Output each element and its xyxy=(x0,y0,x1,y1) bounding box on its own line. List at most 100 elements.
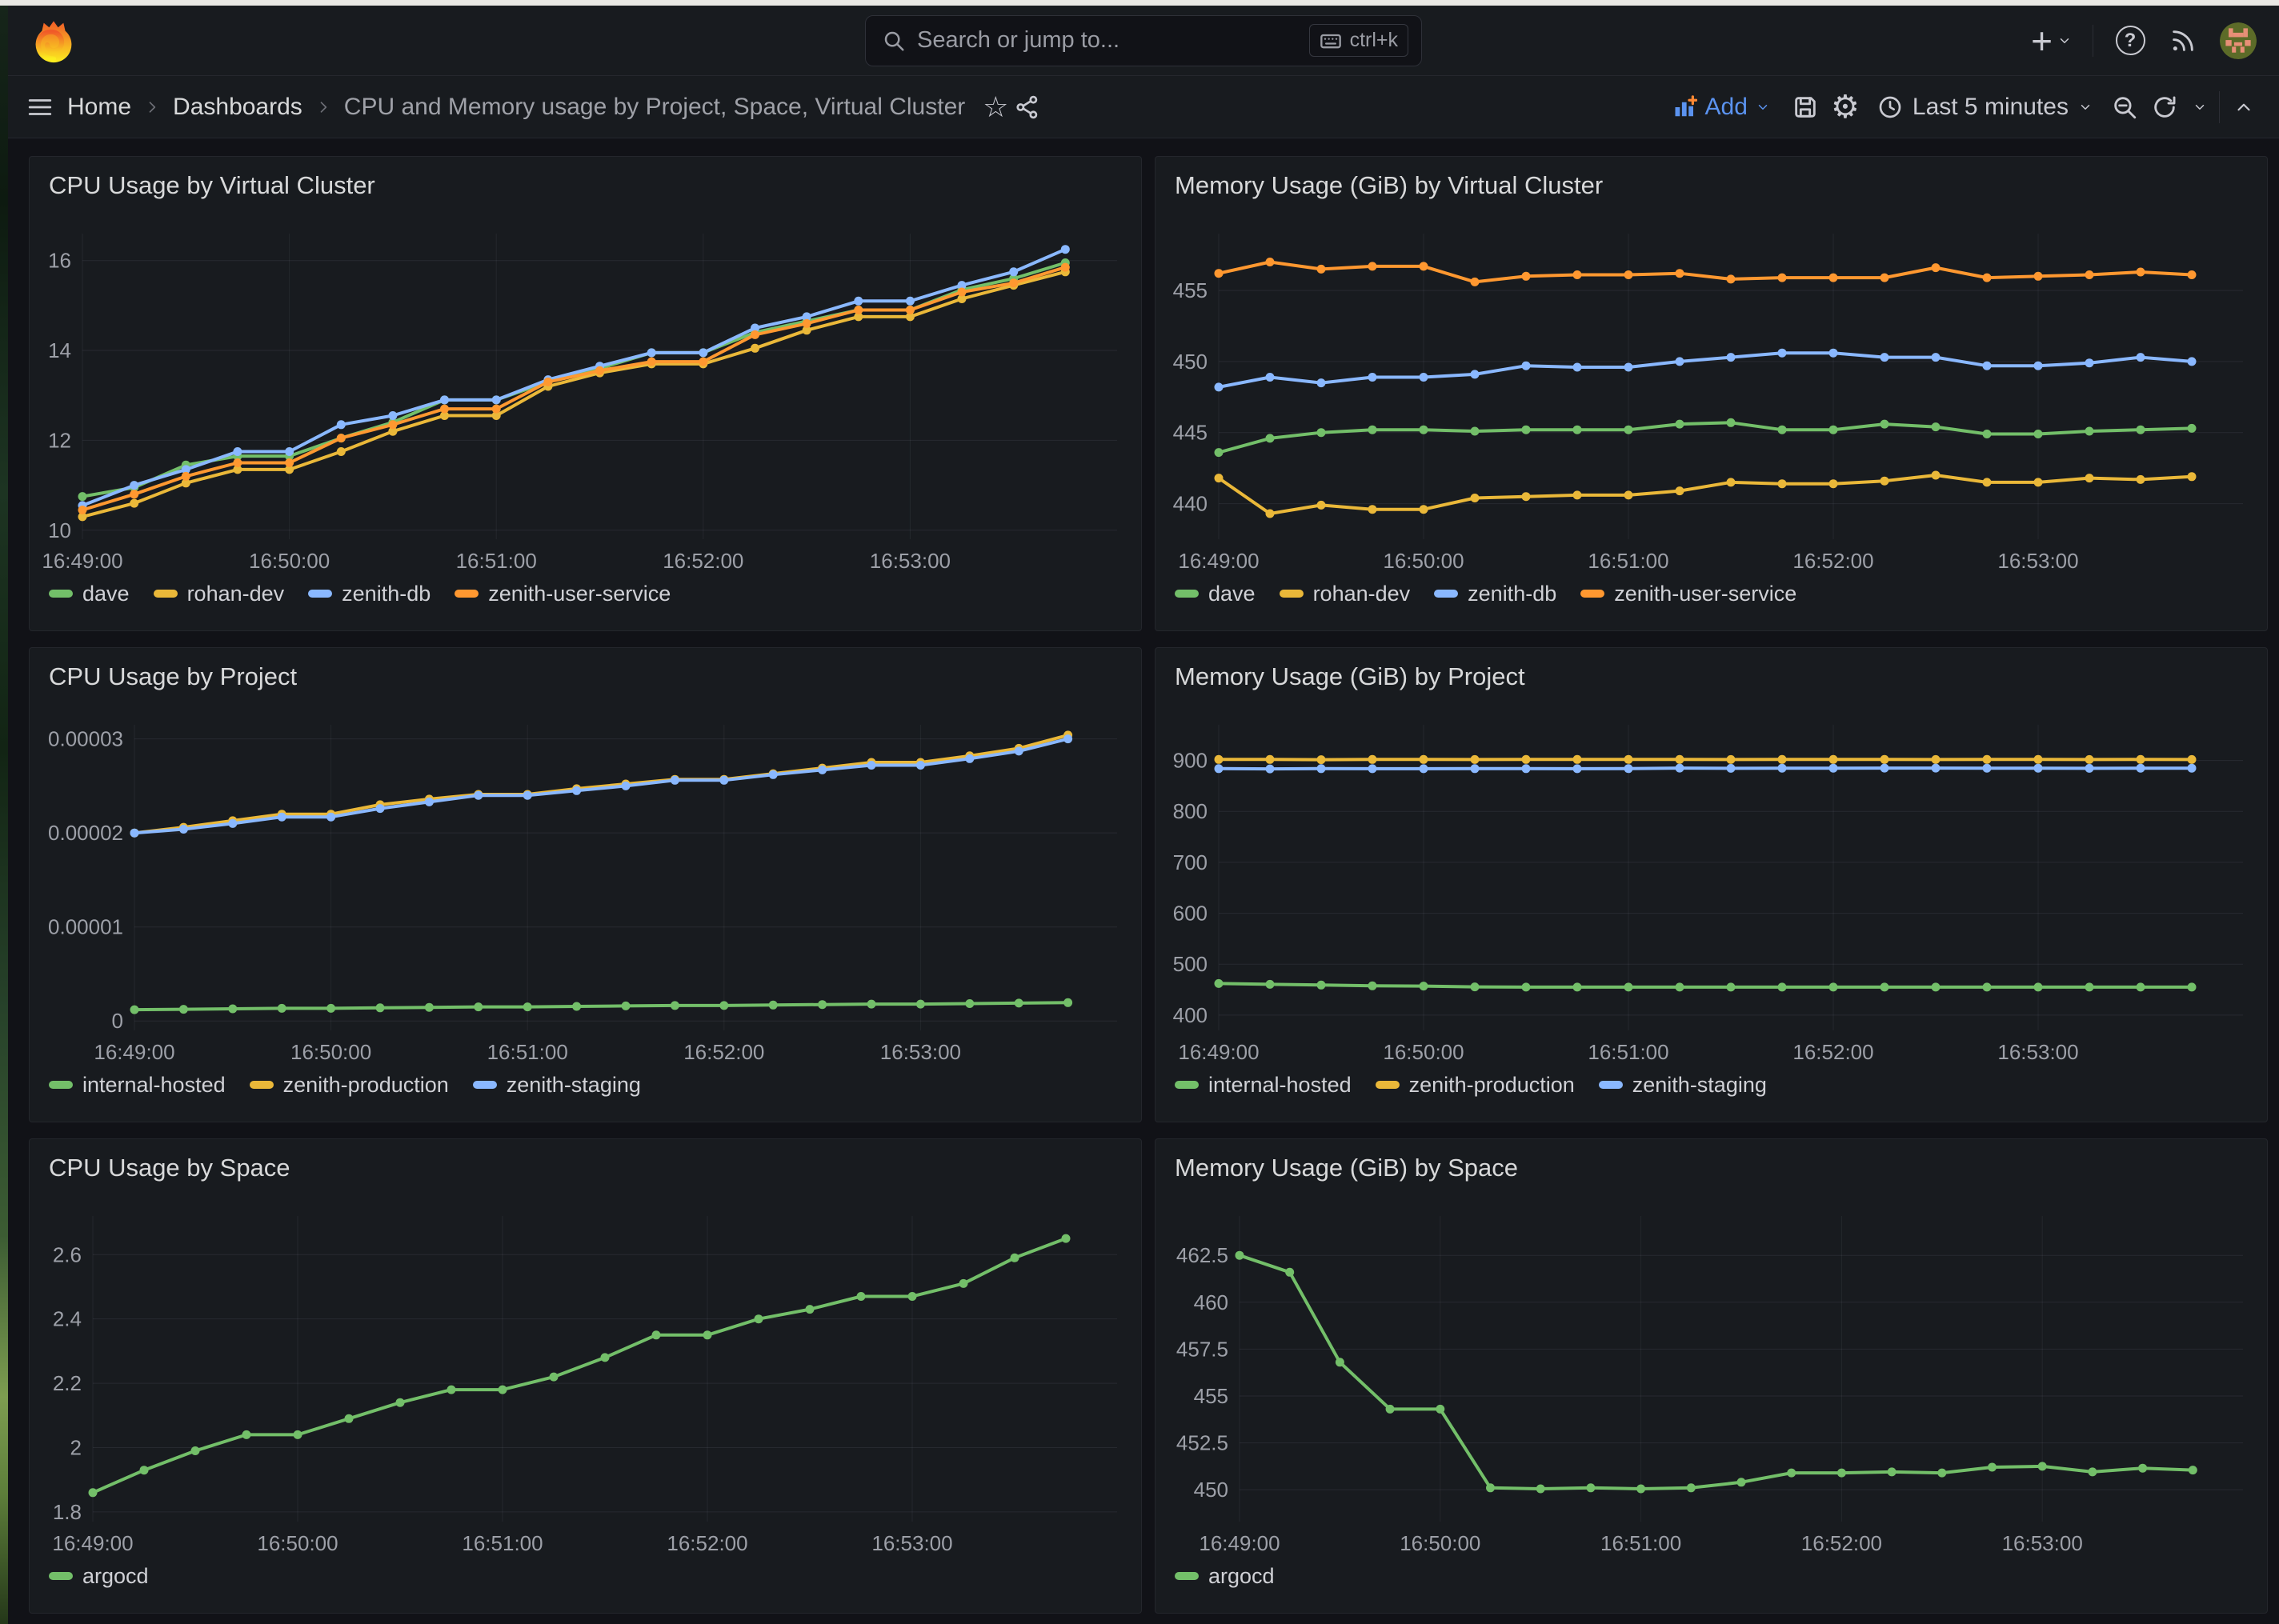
legend-item[interactable]: zenith-staging xyxy=(473,1073,641,1098)
series-point xyxy=(1215,382,1224,391)
series-point xyxy=(1522,426,1531,434)
legend-series-label: rohan-dev xyxy=(187,582,285,606)
series-point xyxy=(1880,764,1889,773)
series-point xyxy=(2085,755,2094,764)
series-point xyxy=(916,1000,925,1009)
legend-item[interactable]: zenith-staging xyxy=(1599,1073,1767,1098)
series-point xyxy=(818,766,827,774)
time-series-plot[interactable]: 16:49:0016:50:0016:51:0016:52:0016:53:00… xyxy=(1156,1187,2267,1557)
zoom-out-time-button[interactable] xyxy=(2109,88,2141,126)
legend-series-label: zenith-db xyxy=(1468,582,1556,606)
series-point xyxy=(1829,274,1838,282)
series-point xyxy=(1573,755,1582,764)
legend-item[interactable]: dave xyxy=(49,582,130,606)
legend: argocd xyxy=(1156,1557,2267,1605)
legend-item[interactable]: dave xyxy=(1175,582,1256,606)
add-panel-button[interactable]: Add xyxy=(1662,88,1781,126)
time-series-plot[interactable]: 16:49:0016:50:0016:51:0016:52:0016:53:00… xyxy=(30,205,1141,574)
save-icon xyxy=(1792,94,1819,121)
favorite-dashboard-button[interactable]: ☆ xyxy=(979,88,1011,126)
legend-item[interactable]: zenith-user-service xyxy=(455,582,671,606)
panel-cpu-usage-by-project: CPU Usage by Project 16:49:0016:50:0016:… xyxy=(29,647,1142,1122)
legend-item[interactable]: argocd xyxy=(49,1564,149,1589)
series-point xyxy=(492,395,501,404)
new-menu-button[interactable]: + xyxy=(2031,22,2072,60)
series-point xyxy=(1336,1358,1344,1366)
series-point xyxy=(1317,428,1326,437)
series-point xyxy=(233,447,242,456)
collapse-toolbar-button[interactable] xyxy=(2228,88,2260,126)
series-point xyxy=(958,288,967,297)
mega-menu-button[interactable] xyxy=(24,88,56,126)
plus-icon: + xyxy=(2031,25,2053,57)
y-axis-tick-label: 700 xyxy=(1173,850,1208,874)
panel-title[interactable]: Memory Usage (GiB) by Virtual Cluster xyxy=(1156,157,2267,205)
top-nav-actions: + ? xyxy=(2031,22,2257,60)
legend-item[interactable]: argocd xyxy=(1175,1564,1275,1589)
panel-title[interactable]: Memory Usage (GiB) by Space xyxy=(1156,1139,2267,1187)
y-axis-tick-label: 455 xyxy=(1173,278,1208,302)
legend-item[interactable]: zenith-db xyxy=(308,582,431,606)
time-range-picker[interactable]: Last 5 minutes xyxy=(1869,88,2101,126)
user-avatar[interactable] xyxy=(2220,22,2257,59)
series-point xyxy=(1829,426,1838,434)
time-series-plot[interactable]: 16:49:0016:50:0016:51:0016:52:0016:53:00… xyxy=(30,696,1141,1066)
panel-title[interactable]: CPU Usage by Virtual Cluster xyxy=(30,157,1141,205)
series-point xyxy=(1932,764,1941,773)
series-point xyxy=(294,1430,302,1439)
series-point xyxy=(1317,764,1326,773)
series-point xyxy=(1727,764,1736,773)
series-point xyxy=(1676,982,1684,991)
legend-item[interactable]: zenith-production xyxy=(1376,1073,1575,1098)
breadcrumb-home[interactable]: Home xyxy=(67,94,131,121)
search-shortcut: ctrl+k xyxy=(1309,24,1408,57)
legend-item[interactable]: zenith-user-service xyxy=(1580,582,1796,606)
series-point xyxy=(572,1002,581,1011)
grafana-logo-icon[interactable] xyxy=(30,18,77,64)
refresh-interval-picker[interactable] xyxy=(2189,88,2211,126)
series-point xyxy=(337,447,346,456)
series-point xyxy=(1737,1478,1746,1486)
legend-series-label: zenith-db xyxy=(342,582,431,606)
breadcrumb-dashboards[interactable]: Dashboards xyxy=(173,94,302,121)
series-point xyxy=(769,1001,778,1010)
refresh-dashboard-button[interactable] xyxy=(2149,88,2181,126)
panel-title[interactable]: CPU Usage by Project xyxy=(30,648,1141,696)
series-point xyxy=(326,1004,335,1013)
series-point xyxy=(2085,474,2094,482)
help-button[interactable]: ? xyxy=(2114,22,2146,60)
series-point xyxy=(755,1314,763,1323)
x-axis-tick-label: 16:51:00 xyxy=(487,1040,568,1064)
series-point xyxy=(1266,510,1275,518)
series-point xyxy=(130,829,139,838)
legend-item[interactable]: internal-hosted xyxy=(1175,1073,1352,1098)
legend-series-label: zenith-user-service xyxy=(1614,582,1796,606)
legend-item[interactable]: rohan-dev xyxy=(154,582,285,606)
dashboard-settings-button[interactable]: ⚙ xyxy=(1829,88,1861,126)
time-series-plot[interactable]: 16:49:0016:50:0016:51:0016:52:0016:53:00… xyxy=(1156,696,2267,1066)
legend-item[interactable]: zenith-production xyxy=(250,1073,449,1098)
series-point xyxy=(1837,1469,1846,1478)
series-point xyxy=(1471,764,1480,773)
series-point xyxy=(818,1000,827,1009)
legend-item[interactable]: zenith-db xyxy=(1434,582,1556,606)
legend-series-label: argocd xyxy=(82,1564,149,1589)
panel-title[interactable]: Memory Usage (GiB) by Project xyxy=(1156,648,2267,696)
series-point xyxy=(1522,755,1531,764)
time-series-plot[interactable]: 16:49:0016:50:0016:51:0016:52:0016:53:00… xyxy=(1156,205,2267,574)
browser-top-edge xyxy=(0,0,2279,6)
panel-title[interactable]: CPU Usage by Space xyxy=(30,1139,1141,1187)
time-series-plot[interactable]: 16:49:0016:50:0016:51:0016:52:0016:53:00… xyxy=(30,1187,1141,1557)
series-point xyxy=(1829,764,1838,773)
legend-item[interactable]: rohan-dev xyxy=(1280,582,1411,606)
series-point xyxy=(376,804,385,813)
legend-item[interactable]: internal-hosted xyxy=(49,1073,226,1098)
series-point xyxy=(2188,764,2197,773)
series-point xyxy=(550,1373,559,1382)
share-dashboard-button[interactable] xyxy=(1011,88,1043,126)
search-input[interactable]: Search or jump to... ctrl+k xyxy=(865,15,1422,66)
legend-series-label: zenith-staging xyxy=(1632,1073,1767,1098)
save-dashboard-button[interactable] xyxy=(1789,88,1821,126)
news-button[interactable] xyxy=(2167,22,2199,60)
chevron-down-icon xyxy=(1756,100,1770,114)
